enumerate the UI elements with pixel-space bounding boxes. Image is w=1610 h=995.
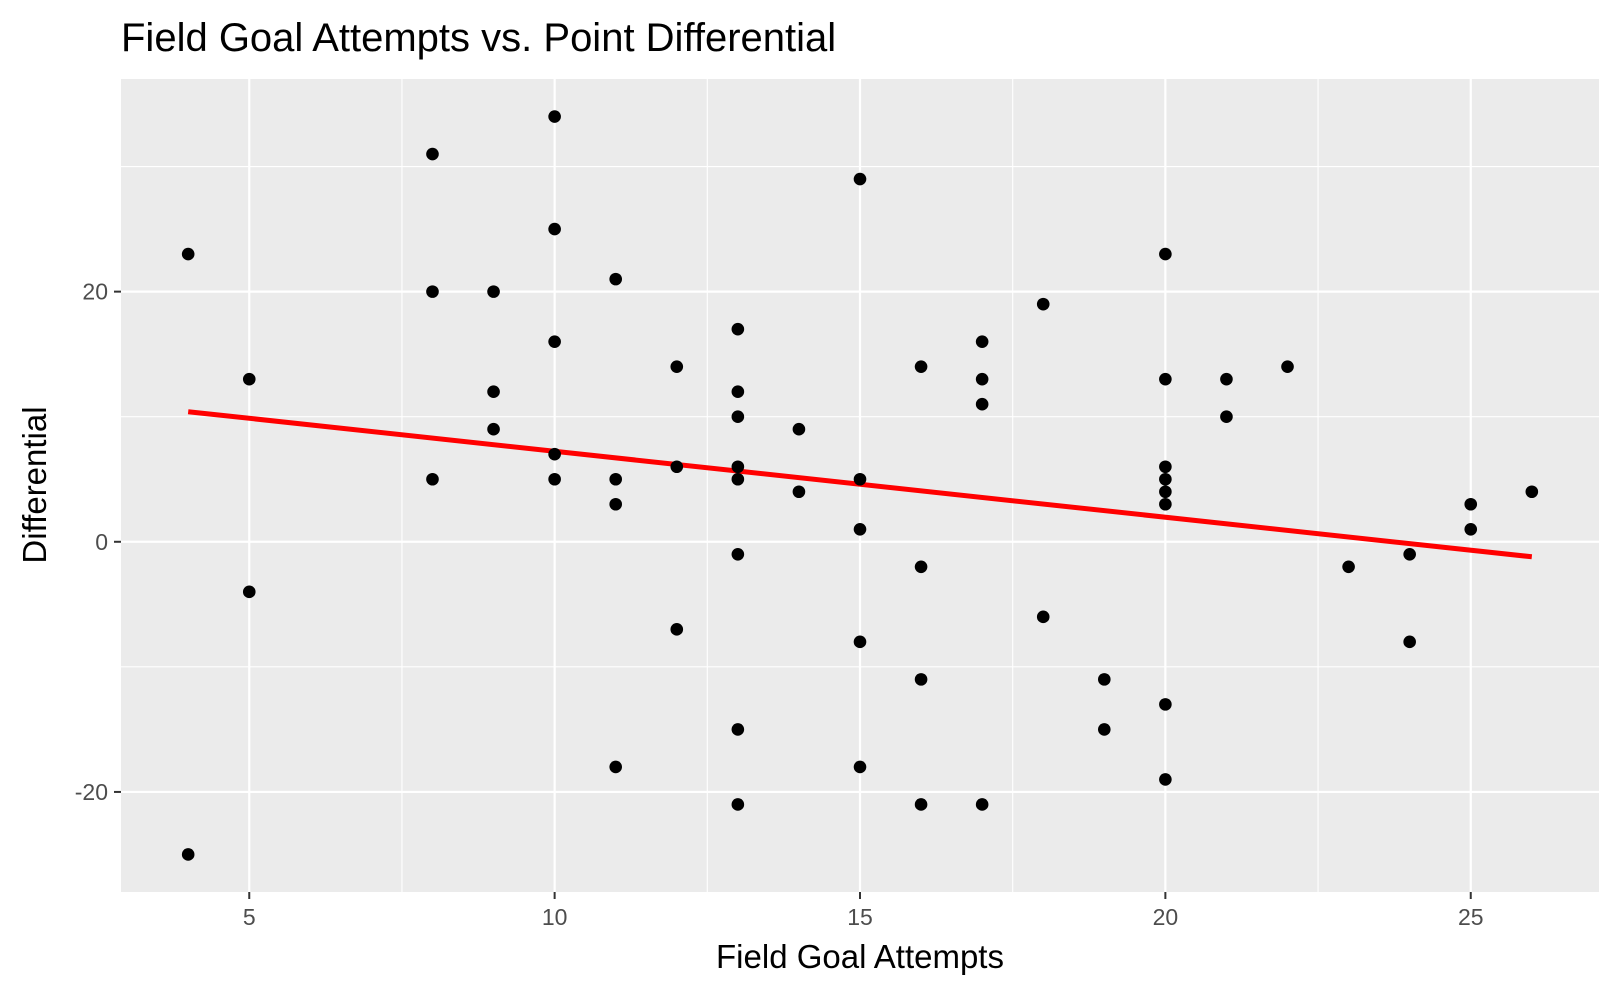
data-point bbox=[1159, 698, 1172, 711]
data-point bbox=[242, 585, 256, 599]
data-point bbox=[548, 447, 561, 461]
data-point bbox=[975, 397, 989, 411]
data-point bbox=[1159, 247, 1172, 261]
data-point bbox=[426, 147, 439, 161]
x-axis-title: Field Goal Attempts bbox=[716, 938, 1004, 975]
data-point bbox=[975, 798, 989, 811]
data-point bbox=[853, 172, 867, 186]
x-axis-ticks: 5 10 15 20 25 bbox=[243, 892, 1484, 930]
data-point bbox=[1159, 485, 1172, 499]
data-point bbox=[731, 798, 745, 811]
data-point bbox=[731, 460, 745, 474]
data-point bbox=[609, 760, 623, 774]
data-point bbox=[181, 247, 195, 261]
data-point bbox=[1281, 360, 1294, 373]
data-point bbox=[548, 110, 561, 123]
data-point bbox=[1036, 610, 1050, 624]
data-point bbox=[1342, 560, 1355, 574]
data-point bbox=[1036, 297, 1050, 311]
data-point bbox=[731, 723, 745, 736]
data-point bbox=[853, 635, 867, 649]
chart-title: Field Goal Attempts vs. Point Differenti… bbox=[121, 16, 836, 60]
data-points bbox=[181, 110, 1539, 861]
data-point bbox=[853, 522, 867, 536]
data-point bbox=[242, 372, 256, 386]
data-point bbox=[731, 547, 745, 561]
data-point bbox=[1159, 460, 1172, 474]
data-point bbox=[975, 335, 989, 348]
data-point bbox=[1097, 723, 1111, 736]
data-point bbox=[792, 422, 806, 436]
data-point bbox=[1403, 635, 1416, 649]
x-tick-label: 20 bbox=[1153, 904, 1179, 930]
data-point bbox=[426, 472, 439, 486]
y-tick-label: -20 bbox=[75, 779, 108, 805]
y-axis-ticks: -20 0 20 bbox=[75, 279, 121, 805]
x-tick-label: 15 bbox=[847, 904, 873, 930]
data-point bbox=[731, 472, 745, 486]
data-point bbox=[487, 385, 500, 398]
data-point bbox=[731, 322, 745, 336]
data-point bbox=[487, 422, 500, 436]
data-point bbox=[609, 497, 623, 511]
y-axis-title: Differential bbox=[16, 406, 53, 563]
data-point bbox=[731, 385, 745, 398]
data-point bbox=[853, 472, 867, 486]
data-point bbox=[670, 623, 684, 636]
data-point bbox=[1159, 773, 1172, 786]
x-tick-label: 5 bbox=[243, 904, 256, 930]
data-point bbox=[1525, 485, 1539, 499]
data-point bbox=[731, 410, 745, 424]
y-tick-label: 0 bbox=[95, 529, 108, 555]
data-point bbox=[487, 285, 500, 298]
x-tick-label: 10 bbox=[542, 904, 568, 930]
data-point bbox=[1220, 372, 1233, 386]
data-point bbox=[914, 673, 928, 686]
data-point bbox=[1159, 372, 1172, 386]
data-point bbox=[1097, 673, 1111, 686]
data-point bbox=[914, 360, 928, 373]
data-point bbox=[975, 372, 989, 386]
y-tick-label: 20 bbox=[82, 279, 108, 305]
data-point bbox=[670, 460, 684, 474]
data-point bbox=[1464, 522, 1478, 536]
data-point bbox=[1464, 497, 1478, 511]
data-point bbox=[1159, 497, 1172, 511]
x-tick-label: 25 bbox=[1458, 904, 1484, 930]
data-point bbox=[609, 272, 623, 286]
data-point bbox=[914, 798, 928, 811]
data-point bbox=[1403, 547, 1416, 561]
data-point bbox=[914, 560, 928, 574]
data-point bbox=[853, 760, 867, 774]
data-point bbox=[609, 472, 623, 486]
data-point bbox=[426, 285, 439, 298]
data-point bbox=[181, 848, 195, 861]
data-point bbox=[1159, 472, 1172, 486]
data-point bbox=[670, 360, 684, 373]
data-point bbox=[548, 222, 561, 236]
data-point bbox=[548, 335, 561, 348]
data-point bbox=[548, 472, 561, 486]
data-point bbox=[1220, 410, 1233, 424]
data-point bbox=[792, 485, 806, 499]
